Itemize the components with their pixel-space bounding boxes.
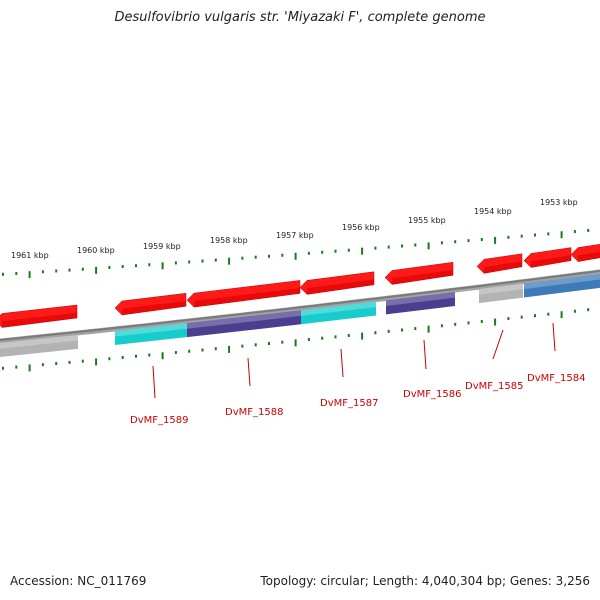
cds-arrow-shade (2, 312, 77, 328)
backbone-line-highlight (0, 269, 600, 341)
scale-tick-label: 1958 kbp (210, 236, 248, 245)
feature-box-purple-highlight (386, 292, 455, 306)
feature-track (0, 273, 600, 357)
feature-box-cyan (115, 323, 187, 345)
scale-tick-label: 1960 kbp (77, 246, 115, 255)
cds-arrow-shade (531, 255, 571, 268)
feature-box-purple (386, 292, 455, 315)
cds-arrow-shade (307, 279, 374, 295)
gene-label: DvMF_1589 (130, 415, 188, 426)
scale-tick-label: 1953 kbp (540, 198, 578, 207)
cds-arrow-shade (194, 288, 300, 308)
cds-arrow-shade (578, 251, 600, 262)
feature-box-purple-highlight (187, 310, 301, 329)
gene-label: DvMF_1588 (225, 407, 283, 418)
feature-box-blue-highlight (524, 273, 600, 290)
cds-arrow-shade (122, 300, 186, 315)
scale-labels: 1961 kbp 1960 kbp 1959 kbp 1958 kbp 1957 kbp… (11, 198, 578, 260)
scale-tick-label: 1961 kbp (11, 251, 49, 260)
scale-tick-label: 1954 kbp (474, 207, 512, 216)
gene-label: DvMF_1585 (465, 381, 523, 392)
feature-box-grey-highlight (0, 334, 78, 349)
top-scale-ticks (2, 228, 590, 279)
scale-tick-label: 1959 kbp (143, 242, 181, 251)
gene-label: DvMF_1586 (403, 389, 461, 400)
gene-label: DvMF_1584 (527, 373, 585, 384)
feature-box-cyan-highlight (115, 323, 187, 337)
feature-box-grey-highlight (479, 283, 523, 295)
gene-leader-line (152, 365, 156, 399)
bottom-scale-ticks (2, 308, 590, 372)
map-title: Desulfovibrio vulgaris str. 'Miyazaki F'… (114, 10, 486, 25)
cds-arrow-shade (392, 269, 453, 285)
gene-labels: DvMF_1589 DvMF_1588 DvMF_1587 DvMF_1586 DvMF… (130, 322, 585, 426)
feature-box-purple (187, 310, 301, 338)
gene-label: DvMF_1587 (320, 398, 378, 409)
scale-tick-label: 1957 kbp (276, 231, 314, 240)
gene-leader-line (247, 357, 251, 387)
backbone (0, 269, 600, 344)
scale-tick-label: 1955 kbp (408, 216, 446, 225)
scale-tick-label: 1956 kbp (342, 223, 380, 232)
gene-leader-line (552, 322, 556, 352)
feature-box-cyan (301, 301, 376, 325)
cds-arrow-shade (484, 261, 522, 274)
gene-leader-line (340, 348, 344, 378)
genome-summary-text: Topology: circular; Length: 4,040,304 bp… (260, 574, 590, 588)
feature-box-grey (0, 334, 78, 357)
cds-track (0, 244, 600, 328)
gene-leader-line (492, 329, 504, 360)
feature-box-cyan-highlight (301, 301, 376, 316)
feature-box-blue (524, 273, 600, 298)
feature-box-grey (479, 283, 523, 304)
gene-leader-line (423, 339, 427, 370)
accession-text: Accession: NC_011769 (10, 574, 147, 588)
